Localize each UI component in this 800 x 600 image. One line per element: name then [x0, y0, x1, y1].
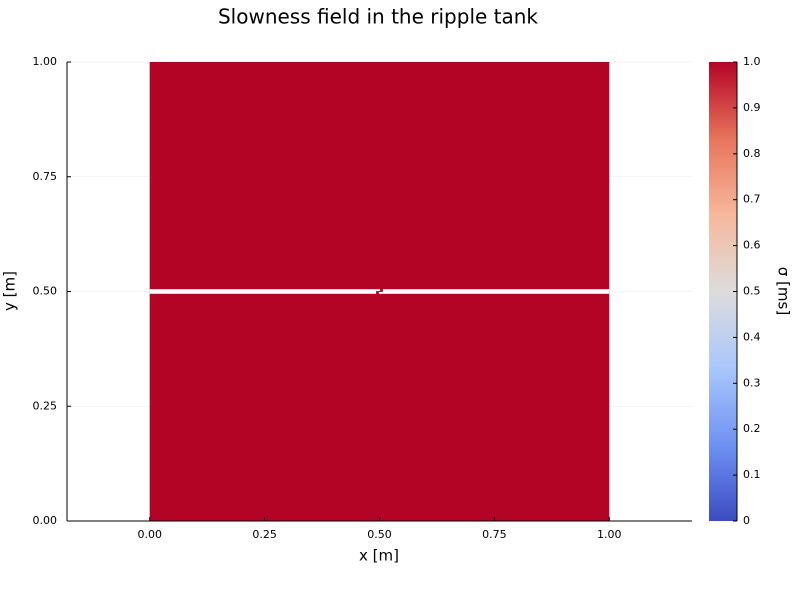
y-tick-label: 0.25 — [33, 399, 58, 412]
x-tick-label: 0.75 — [482, 528, 507, 541]
x-tick-label: 0.50 — [367, 528, 392, 541]
y-tick-label: 0.75 — [33, 170, 58, 183]
colorbar-label: σ [ms] — [775, 267, 793, 315]
y-axis-label: y [m] — [1, 271, 19, 311]
y-axis-ticks: 0.00 0.25 0.50 0.75 1.00 — [33, 55, 71, 527]
colorbar-tick-label: 0.5 — [743, 285, 761, 298]
y-tick-label: 0.50 — [33, 285, 58, 298]
barrier-right — [382, 289, 610, 294]
colorbar-tick-label: 0.2 — [743, 422, 761, 435]
colorbar-tick-label: 0.6 — [743, 239, 761, 252]
x-axis-label: x [m] — [359, 547, 399, 565]
x-axis-ticks: 0.00 0.25 0.50 0.75 1.00 — [137, 517, 622, 541]
colorbar-tick-label: 0.4 — [743, 330, 761, 343]
colorbar-tick-label: 0.7 — [743, 193, 761, 206]
barrier-left — [149, 289, 377, 294]
colorbar-gradient — [709, 62, 737, 521]
colorbar-tick-label: 0.9 — [743, 101, 761, 114]
x-tick-label: 0.25 — [252, 528, 277, 541]
barrier-slit-edge — [378, 291, 383, 294]
colorbar-tick-label: 0 — [743, 514, 750, 527]
colorbar: 0 0.1 0.2 0.3 0.4 0.5 0.6 0.7 0.8 0.9 1.0 — [709, 55, 761, 527]
colorbar-tick-label: 0.1 — [743, 468, 761, 481]
colorbar-tick-label: 0.8 — [743, 147, 761, 160]
y-tick-label: 1.00 — [33, 55, 58, 68]
barrier-slit-edge — [376, 289, 381, 292]
heatmap-field — [149, 62, 610, 521]
chart-title: Slowness field in the ripple tank — [218, 5, 538, 29]
colorbar-tick-label: 1.0 — [743, 55, 761, 68]
colorbar-tick-label: 0.3 — [743, 376, 761, 389]
y-tick-label: 0.00 — [33, 514, 58, 527]
x-tick-label: 1.00 — [597, 528, 622, 541]
x-tick-label: 0.00 — [137, 528, 162, 541]
